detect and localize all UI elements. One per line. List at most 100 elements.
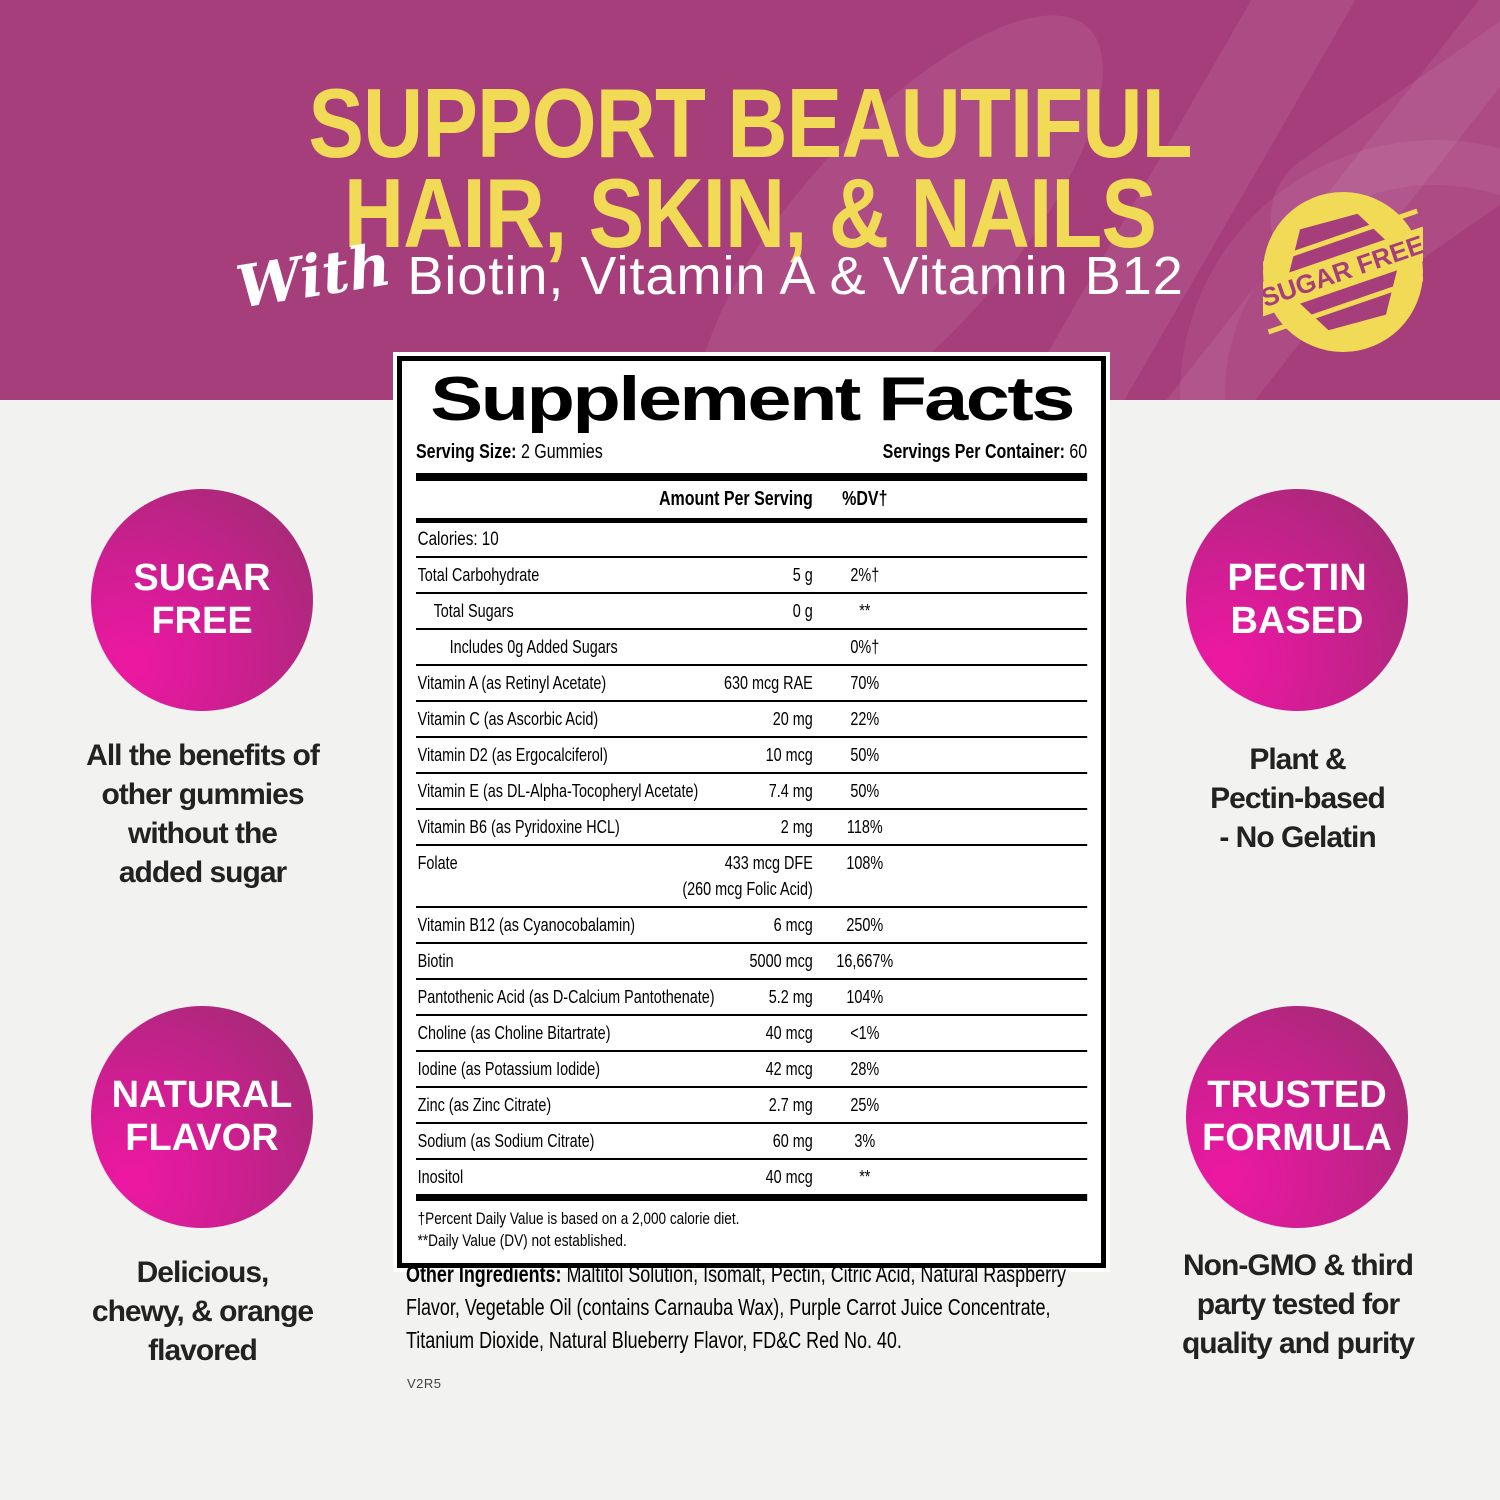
nutrient-dv: 25% [850,1095,880,1115]
nutrient-dv: 104% [846,987,884,1007]
nutrient-dv: 118% [846,817,883,837]
nutrient-name: Biotin [417,951,454,971]
column-header-amount: Amount Per Serving [658,488,813,510]
nutrient-amount: 42 mcg [765,1059,813,1079]
footnote-not-established: **Daily Value (DV) not established. [417,1231,627,1250]
feature-circle-label: NATURAL FLAVOR [111,1074,293,1159]
other-ingredients-label: Other Ingredients: [406,1261,562,1287]
supplement-facts-title: Supplement Facts [430,365,1075,434]
other-ingredients-text: Maltitol Solution, Isomalt, Pectin, Citr… [406,1261,1067,1353]
feature-circle-natural-flavor: NATURAL FLAVOR [91,1006,313,1228]
nutrient-amount: 10 mcg [765,745,813,765]
table-row: Includes 0g Added Sugars 0%† [416,630,1088,666]
nutrient-dv: 28% [850,1059,880,1079]
footnotes: †Percent Daily Value is based on a 2,000… [416,1201,1087,1261]
feature-circle-label: TRUSTED FORMULA [1202,1074,1392,1159]
nutrient-name: Includes 0g Added Sugars [449,637,618,657]
nutrient-name: Zinc (as Zinc Citrate) [417,1095,552,1115]
nutrient-dv: <1% [850,1023,880,1043]
nutrient-dv: 22% [850,709,880,729]
table-row: Vitamin C (as Ascorbic Acid) 20 mg 22% [416,702,1088,738]
nutrient-name: Vitamin E (as DL-Alpha-Tocopheryl Acetat… [417,781,699,801]
nutrient-amount: 433 mcg DFE (260 mcg Folic Acid) [682,853,813,899]
table-row: Sodium (as Sodium Citrate) 60 mg 3% [416,1124,1088,1160]
table-row: Choline (as Choline Bitartrate) 40 mcg <… [416,1016,1088,1052]
column-header-row: Amount Per Serving %DV† [416,481,1087,518]
nutrient-name: Vitamin D2 (as Ergocalciferol) [417,745,608,765]
supplement-facts-panel: Supplement Facts Serving Size: 2 Gummies… [393,352,1110,1272]
feature-circle-label: SUGAR FREE [133,557,271,642]
nutrient-dv: 2%† [850,565,880,585]
nutrient-amount: 630 mcg RAE [723,673,813,693]
banner-title-line2: HAIR, SKIN, & NAILS [343,158,1157,268]
table-row: Total Carbohydrate 5 g 2%† [416,558,1088,594]
nutrient-amount: 40 mcg [765,1023,813,1043]
nutrient-dv: 16,667% [836,951,894,971]
top-banner: SUPPORT BEAUTIFUL HAIR, SKIN, & NAILS Wi… [0,0,1500,400]
serving-size: Serving Size: 2 Gummies [416,441,603,463]
calories-row: Calories: 10 [416,523,1088,558]
table-row: Vitamin A (as Retinyl Acetate) 630 mcg R… [416,666,1088,702]
nutrient-dv: 3% [854,1131,876,1151]
nutrient-name: Pantothenic Acid (as D-Calcium Pantothen… [417,987,715,1007]
banner-title: SUPPORT BEAUTIFUL HAIR, SKIN, & NAILS [113,68,1388,268]
table-row: Biotin 5000 mcg 16,667% [416,944,1088,980]
nutrient-name: Total Sugars [433,601,514,621]
feature-caption-natural-flavor: Delicious, chewy, & orange flavored [91,1256,314,1367]
table-row: Vitamin E (as DL-Alpha-Tocopheryl Acetat… [416,774,1088,810]
serving-info-row: Serving Size: 2 Gummies Servings Per Con… [416,439,1087,473]
banner-title-line1: SUPPORT BEAUTIFUL [308,68,1192,178]
nutrient-name: Vitamin B12 (as Cyanocobalamin) [417,915,636,935]
nutrient-dv: 0%† [850,637,880,657]
nutrient-dv: ** [859,601,871,621]
nutrient-amount: 20 mg [772,709,813,729]
table-row: Total Sugars 0 g ** [416,594,1088,630]
nutrient-amount: 5.2 mg [768,987,813,1007]
nutrient-dv: 50% [850,745,880,765]
version-code: V2R5 [407,1376,442,1391]
table-row: Vitamin B6 (as Pyridoxine HCL) 2 mg 118% [416,810,1088,846]
divider-bottom [416,1194,1088,1201]
nutrient-amount: 6 mcg [773,915,813,935]
feature-caption-pectin-based: Plant & Pectin-based - No Gelatin [1210,743,1386,854]
nutrient-name: Iodine (as Potassium Iodide) [417,1059,601,1079]
nutrient-name: Vitamin C (as Ascorbic Acid) [417,709,599,729]
nutrient-amount: 5 g [792,565,813,585]
other-ingredients: Other Ingredients: Maltitol Solution, Is… [406,1258,1117,1357]
with-script-text: With [231,230,396,322]
divider-medium [416,518,1088,523]
nutrient-dv: ** [859,1167,871,1187]
nutrient-dv: 70% [850,673,880,693]
table-row: Vitamin B12 (as Cyanocobalamin) 6 mcg 25… [416,908,1088,944]
table-row: Inositol 40 mcg ** [416,1160,1087,1194]
facts-rows: Total Carbohydrate 5 g 2%† Total Sugars … [416,558,1088,1194]
servings-per-container: Servings Per Container: 60 [882,441,1088,463]
feature-caption-trusted-formula: Non-GMO & third party tested for quality… [1181,1249,1415,1360]
table-row: Folate 433 mcg DFE (260 mcg Folic Acid) 1… [416,846,1088,908]
nutrient-dv: 250% [846,915,884,935]
feature-circle-label: PECTIN BASED [1227,557,1367,642]
nutrient-name: Inositol [417,1167,464,1187]
nutrient-name: Vitamin B6 (as Pyridoxine HCL) [417,817,620,837]
table-row: Zinc (as Zinc Citrate) 2.7 mg 25% [416,1088,1088,1124]
banner-subtitle: With Biotin, Vitamin A & Vitamin B12 [0,230,1420,321]
column-header-dv: %DV† [842,488,888,510]
nutrient-amount: 0 g [792,601,813,621]
nutrient-name: Choline (as Choline Bitartrate) [417,1023,611,1043]
nutrient-name: Folate [417,853,458,873]
feature-caption-sugar-free: All the benefits of other gummies withou… [86,739,320,889]
nutrient-amount: 60 mg [772,1131,813,1151]
feature-circle-pectin-based: PECTIN BASED [1186,489,1408,711]
nutrient-amount: 40 mcg [765,1167,813,1187]
feature-circle-trusted-formula: TRUSTED FORMULA [1186,1006,1408,1228]
nutrient-dv: 50% [850,781,880,801]
nutrient-name: Vitamin A (as Retinyl Acetate) [417,673,607,693]
divider-thick [416,473,1088,481]
nutrient-amount: 2.7 mg [768,1095,813,1115]
table-row: Pantothenic Acid (as D-Calcium Pantothen… [416,980,1088,1016]
nutrient-amount: 7.4 mg [768,781,813,801]
subtitle-text: Biotin, Vitamin A & Vitamin B12 [407,246,1184,306]
nutrient-name: Total Carbohydrate [417,565,540,585]
nutrient-dv: 108% [846,853,884,873]
footnote-dv: †Percent Daily Value is based on a 2,000… [417,1209,740,1228]
